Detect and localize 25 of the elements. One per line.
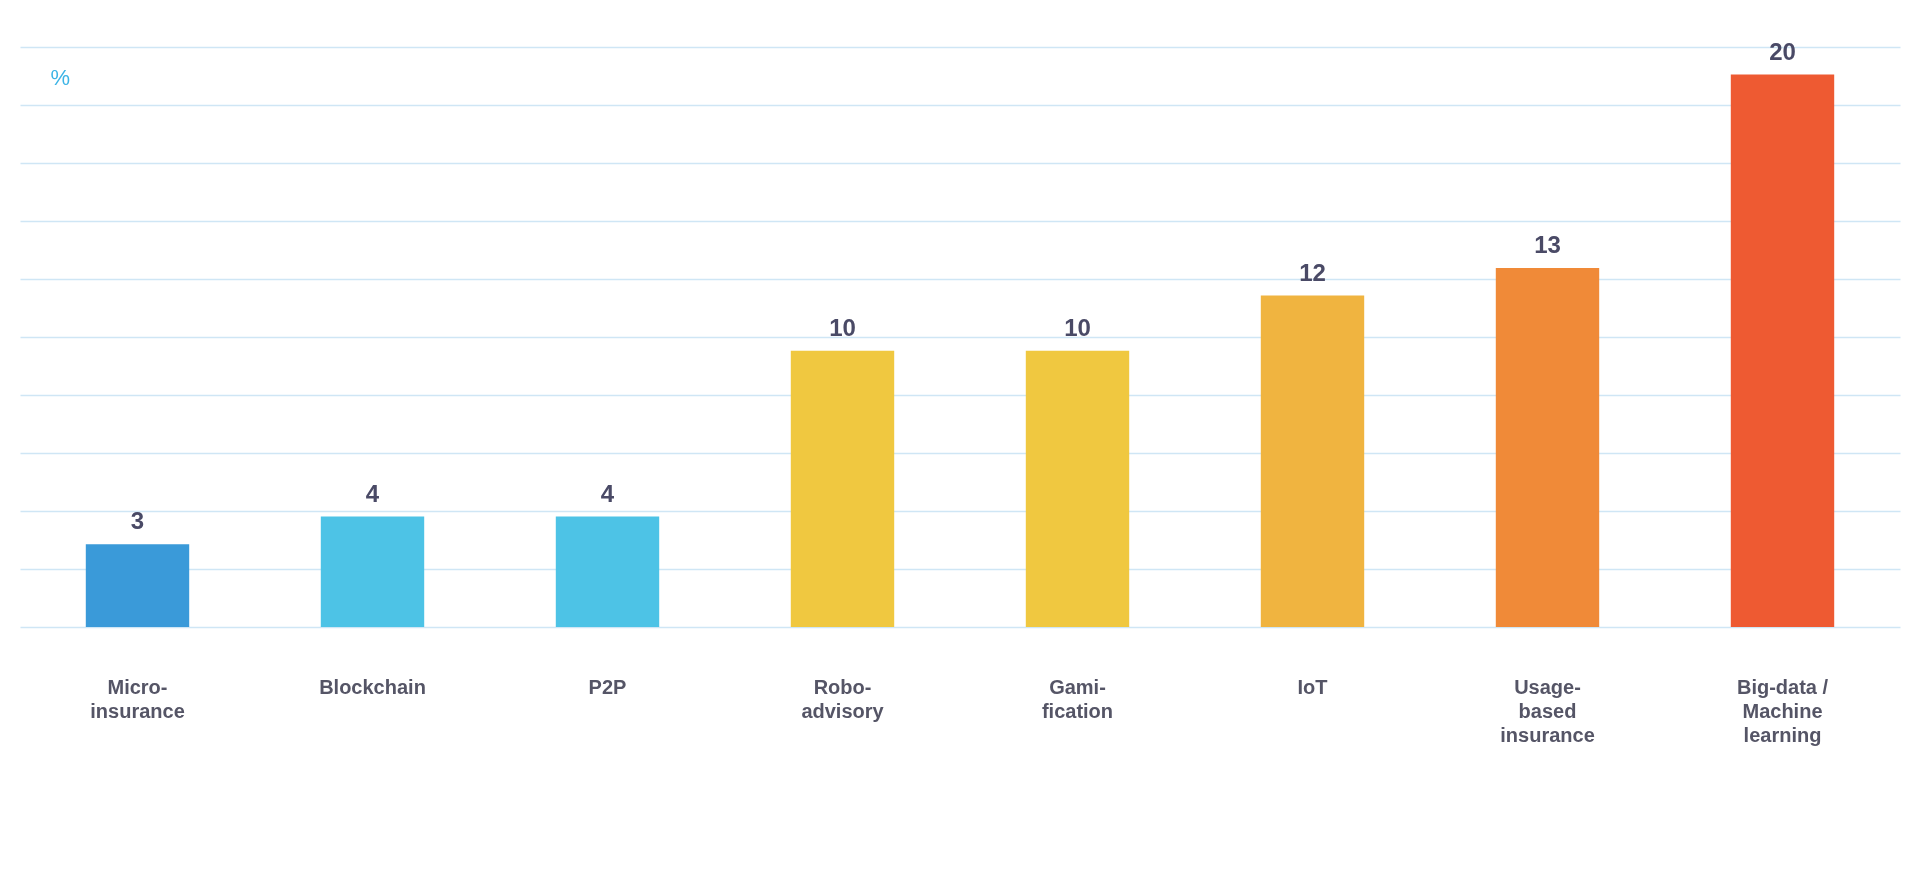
data-label: 4 [365, 479, 380, 507]
x-tick-label: Usage- based insurance [1500, 675, 1595, 746]
data-label: 10 [1064, 313, 1091, 341]
bar [1495, 267, 1600, 627]
x-tick-label: Robo- advisory [801, 675, 885, 722]
data-label: 13 [1534, 230, 1561, 258]
x-tick-label: Gami- fication [1041, 675, 1114, 722]
data-label: 4 [600, 479, 615, 507]
bar [1260, 295, 1365, 627]
x-tick-label: IoT [1297, 675, 1328, 698]
data-label: 10 [829, 313, 856, 341]
data-label: 3 [130, 507, 145, 535]
bar [320, 516, 425, 627]
data-label: 12 [1299, 258, 1326, 286]
y-axis-title: % [50, 64, 71, 90]
data-label: 20 [1769, 37, 1796, 65]
bar [555, 516, 660, 627]
x-tick-label: Micro- insurance [90, 675, 185, 722]
bar [790, 350, 895, 627]
bar [85, 544, 190, 627]
bar [1025, 350, 1130, 627]
x-tick-label: Blockchain [319, 675, 426, 698]
x-tick-label: P2P [588, 675, 627, 698]
x-tick-label: Big-data / Machine learning [1736, 675, 1829, 746]
bar [1730, 74, 1835, 627]
